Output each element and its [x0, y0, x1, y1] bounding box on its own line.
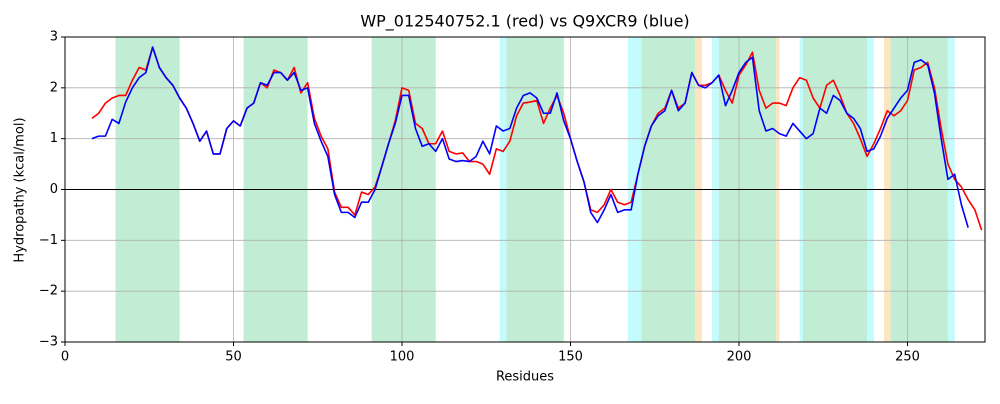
y-tick-label: −2: [39, 284, 58, 299]
y-tick-label: −3: [39, 335, 58, 350]
y-tick-label: 1: [50, 131, 58, 146]
x-tick-label: 150: [558, 350, 583, 365]
x-tick-label: 100: [390, 350, 415, 365]
x-tick-label: 250: [895, 350, 920, 365]
chart-title: WP_012540752.1 (red) vs Q9XCR9 (blue): [360, 12, 689, 32]
plot-frame: [64, 36, 986, 343]
x-axis-label: Residues: [496, 370, 554, 385]
y-axis-label: Hydropathy (kcal/mol): [13, 117, 28, 262]
y-tick-label: −1: [39, 233, 58, 248]
series-line: [91, 46, 969, 228]
y-tick-label: 0: [50, 182, 58, 197]
y-tick-label: 3: [50, 30, 58, 45]
x-tick-label: 50: [225, 350, 242, 365]
x-tick-label: 0: [61, 350, 69, 365]
y-tick-label: 2: [50, 80, 58, 95]
x-tick-label: 200: [727, 350, 752, 365]
